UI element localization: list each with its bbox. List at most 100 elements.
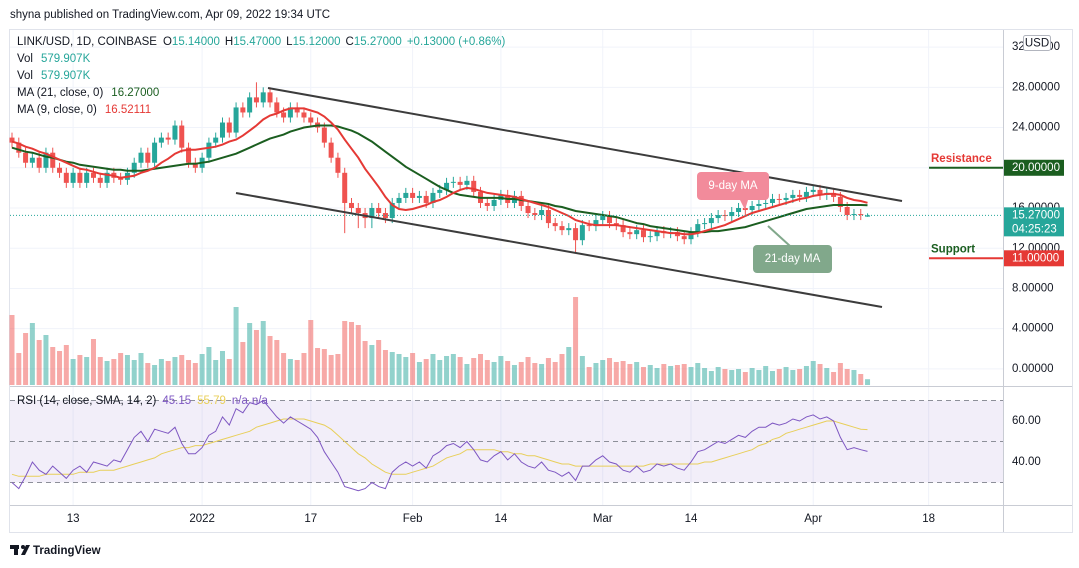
brand: TradingView bbox=[33, 545, 101, 557]
volume-bar bbox=[851, 370, 857, 385]
candle-body bbox=[403, 192, 409, 198]
candle-body bbox=[50, 152, 56, 168]
candle-body bbox=[539, 210, 545, 216]
candle-body bbox=[77, 172, 83, 183]
volume-bar bbox=[865, 379, 871, 385]
candle-body bbox=[627, 232, 633, 235]
legend-text: +0.13000 (+0.86%) bbox=[407, 36, 506, 48]
volume-bar bbox=[97, 357, 103, 385]
volume-bar bbox=[247, 323, 253, 385]
volume-bar bbox=[165, 361, 171, 385]
candle-body bbox=[831, 192, 837, 197]
candle-body bbox=[240, 107, 246, 113]
candle-body bbox=[865, 215, 871, 217]
volume-bar bbox=[464, 364, 470, 385]
candle-body bbox=[131, 162, 137, 173]
x-tick-label: Feb bbox=[403, 513, 423, 525]
candle-body bbox=[763, 202, 769, 204]
volume-bar bbox=[213, 360, 219, 385]
y-tick-label: 24.00000 bbox=[1012, 122, 1060, 134]
legend-text: n/a bbox=[232, 395, 249, 407]
candle-body bbox=[858, 214, 864, 216]
volume-bar bbox=[274, 340, 280, 385]
legend-text: Vol bbox=[17, 53, 33, 65]
volume-bar bbox=[484, 360, 490, 385]
candle-body bbox=[328, 142, 334, 158]
volume-bar bbox=[844, 369, 850, 385]
legend-text: 16.52111 bbox=[105, 104, 151, 116]
moving-average bbox=[11, 107, 868, 236]
candle-body bbox=[484, 202, 490, 206]
volume-bar bbox=[858, 374, 864, 385]
legend-text: 15.27000 bbox=[354, 36, 402, 48]
volume-bar bbox=[287, 359, 293, 385]
candle-body bbox=[369, 208, 375, 219]
callout-box bbox=[697, 172, 769, 200]
candle-body bbox=[186, 147, 192, 163]
x-tick-label: 13 bbox=[67, 513, 80, 525]
candle-body bbox=[29, 157, 35, 163]
y-tick-label: 0.00000 bbox=[1012, 363, 1054, 375]
volume-bar bbox=[328, 355, 334, 385]
volume-bar bbox=[158, 359, 164, 385]
volume-bar bbox=[219, 351, 225, 385]
candle-body bbox=[776, 198, 782, 200]
candle-body bbox=[70, 172, 76, 183]
x-tick-label: 17 bbox=[304, 513, 317, 525]
volume-bar bbox=[539, 364, 545, 385]
candle-body bbox=[43, 152, 49, 168]
x-tick-label: 2022 bbox=[189, 513, 215, 525]
volume-bar bbox=[294, 360, 300, 385]
candle-body bbox=[23, 152, 29, 163]
candle-body bbox=[274, 102, 280, 113]
volume-bar bbox=[43, 335, 49, 385]
volume-bar bbox=[831, 372, 837, 385]
candle-body bbox=[749, 205, 755, 211]
volume-bar bbox=[179, 355, 185, 385]
candle-body bbox=[97, 177, 103, 183]
legend-text: RSI (14, close, SMA, 14, 2) bbox=[17, 395, 157, 407]
volume-bar bbox=[790, 370, 796, 385]
legend-text: 45.15 bbox=[162, 395, 191, 407]
candle-body bbox=[355, 208, 361, 214]
volume-bar bbox=[186, 360, 192, 385]
volume-bar bbox=[471, 358, 477, 385]
volume-bar bbox=[593, 363, 599, 385]
volume-bar bbox=[769, 371, 775, 385]
volume-bar bbox=[226, 359, 232, 385]
candle-body bbox=[810, 189, 816, 192]
candle-body bbox=[206, 142, 212, 158]
channel-lower bbox=[235, 192, 883, 308]
candle-body bbox=[681, 236, 687, 240]
volume-bar bbox=[23, 333, 29, 385]
volume-bar bbox=[444, 356, 450, 385]
volume-bar bbox=[267, 336, 273, 385]
volume-bar bbox=[403, 357, 409, 385]
candle-body bbox=[708, 218, 714, 224]
legend-text: 579.907K bbox=[41, 53, 91, 65]
volume-bar bbox=[742, 372, 748, 385]
level-name: Resistance bbox=[931, 153, 992, 165]
candle-body bbox=[573, 228, 579, 241]
volume-bar bbox=[607, 358, 613, 385]
volume-bar bbox=[661, 364, 667, 385]
volume-bar bbox=[586, 367, 592, 385]
volume-bar bbox=[321, 349, 327, 385]
candle-body bbox=[9, 137, 15, 143]
volume-bar bbox=[478, 354, 484, 385]
candle-body bbox=[790, 194, 796, 198]
volume-bar bbox=[260, 321, 266, 385]
chart-frame bbox=[9, 29, 1073, 533]
candle-body bbox=[702, 223, 708, 225]
candle-body bbox=[226, 122, 232, 133]
candle-body bbox=[742, 208, 748, 211]
legend-text: 15.47000 bbox=[233, 36, 281, 48]
volume-bar bbox=[36, 340, 42, 385]
candle-body bbox=[138, 152, 144, 163]
y-tick-label: 28.00000 bbox=[1012, 81, 1060, 93]
volume-bar bbox=[16, 353, 22, 385]
volume-bar bbox=[722, 369, 728, 385]
volume-bar bbox=[308, 320, 314, 385]
volume-bar bbox=[736, 369, 742, 385]
volume-bar bbox=[437, 360, 443, 385]
